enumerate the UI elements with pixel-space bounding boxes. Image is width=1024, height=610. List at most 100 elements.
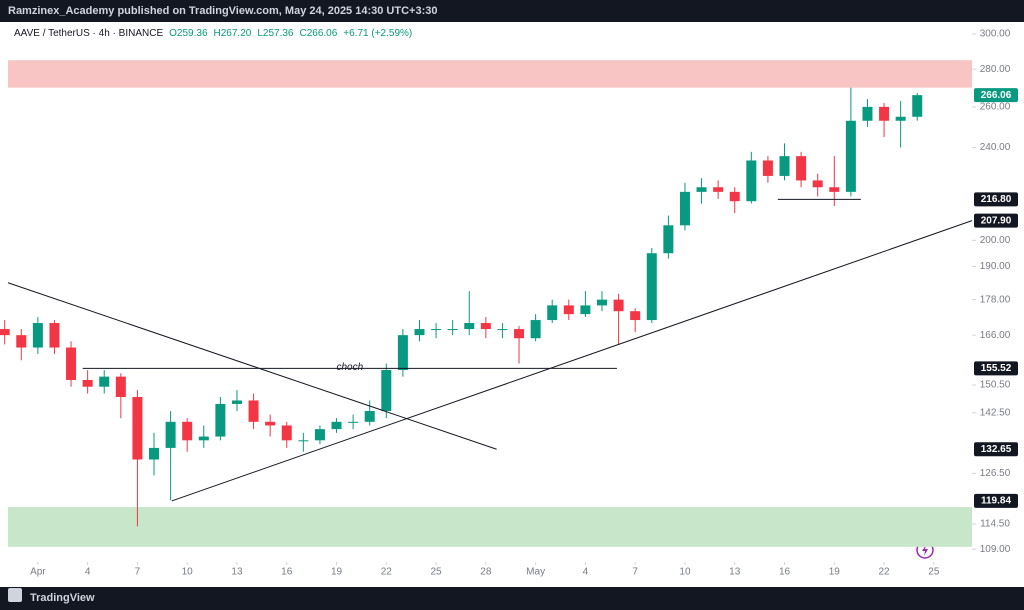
- price-label-box: [974, 361, 1018, 376]
- x-tick-label: 10: [182, 567, 194, 578]
- candle-body: [762, 160, 773, 176]
- y-tick-label: 142.50: [980, 407, 1011, 418]
- price-label-box: [974, 442, 1018, 457]
- candle-body: [231, 400, 242, 404]
- candle-body: [348, 421, 359, 423]
- y-tick-label: 260.00: [980, 102, 1011, 113]
- price-label-box: [974, 213, 1018, 228]
- y-tick-label: 109.00: [980, 544, 1011, 555]
- candle-body: [497, 329, 508, 331]
- trend-line: [171, 220, 973, 502]
- zone: [8, 507, 972, 547]
- candle-body: [514, 329, 525, 339]
- candle-body: [563, 305, 574, 315]
- candle-body: [895, 116, 906, 121]
- candle-body: [149, 447, 160, 460]
- candle-body: [729, 191, 740, 202]
- candle-body: [796, 156, 807, 181]
- candle-body: [663, 225, 674, 254]
- price-label-box: [974, 493, 1018, 508]
- trend-line: [7, 282, 497, 450]
- candle-body: [99, 376, 110, 387]
- price-label: 266.06: [981, 90, 1012, 101]
- candle-body: [16, 335, 27, 348]
- legend-value: H267.20: [213, 28, 252, 39]
- candle-body: [49, 323, 60, 348]
- zone: [8, 60, 972, 88]
- x-tick-label: 28: [480, 567, 492, 578]
- candle-body: [530, 320, 541, 339]
- candle-body: [215, 403, 226, 437]
- x-tick-label: 22: [381, 567, 393, 578]
- candle-body: [115, 376, 126, 397]
- y-tick-label: 150.50: [980, 380, 1011, 391]
- price-label: 216.80: [981, 194, 1012, 205]
- legend: AAVE / TetherUS · 4h · BINANCE O259.36 H2…: [14, 28, 412, 39]
- candle-body: [331, 421, 342, 430]
- legend-value: O259.36: [169, 28, 208, 39]
- candle-body: [431, 329, 442, 331]
- x-tick-label: 19: [331, 567, 343, 578]
- candle-body: [182, 421, 193, 441]
- legend-value: L257.36: [257, 28, 294, 39]
- x-tick-label: 25: [928, 567, 940, 578]
- candle-body: [82, 379, 93, 387]
- x-tick-label: 7: [135, 567, 141, 578]
- y-tick-label: 166.00: [980, 330, 1011, 341]
- price-label: 155.52: [981, 363, 1012, 374]
- x-tick-label: 10: [679, 567, 691, 578]
- x-tick-label: 7: [632, 567, 638, 578]
- candle-body: [464, 323, 475, 330]
- x-tick-label: 16: [779, 567, 791, 578]
- price-label-box: [974, 192, 1018, 207]
- candle-body: [630, 311, 641, 321]
- candle-body: [447, 329, 458, 331]
- x-tick-label: Apr: [30, 567, 46, 578]
- x-tick-label: 25: [431, 567, 443, 578]
- candle-body: [845, 120, 856, 192]
- x-tick-label: 13: [729, 567, 741, 578]
- candle-body: [32, 323, 43, 348]
- candle-body: [580, 305, 591, 315]
- y-tick-label: 126.50: [980, 468, 1011, 479]
- candle-body: [912, 95, 923, 117]
- x-tick-label: 19: [829, 567, 841, 578]
- candle-body: [298, 440, 309, 442]
- legend-value: C266.06: [299, 28, 338, 39]
- alert-icon-bolt: [922, 545, 928, 556]
- candle-body: [0, 329, 10, 336]
- candle-body: [746, 160, 757, 202]
- x-tick-label: 16: [281, 567, 293, 578]
- candle-body: [165, 421, 176, 448]
- candle-body: [596, 299, 607, 306]
- candle-body: [132, 396, 143, 460]
- logo: [8, 588, 22, 602]
- y-tick-label: 280.00: [980, 64, 1011, 75]
- candle-body: [646, 253, 657, 321]
- candle-body: [265, 421, 276, 426]
- y-tick-label: 114.50: [980, 519, 1010, 530]
- candle-body: [696, 187, 707, 192]
- x-tick-label: 4: [583, 567, 589, 578]
- candle-body: [713, 187, 724, 192]
- price-label-box: [974, 88, 1018, 103]
- symbol: AAVE / TetherUS · 4h · BINANCE: [14, 28, 164, 39]
- candle-body: [879, 106, 890, 121]
- candle-body: [862, 106, 873, 121]
- footer: TradingView: [30, 592, 95, 604]
- x-tick-label: May: [526, 567, 545, 578]
- candle-body: [812, 180, 823, 188]
- line-label: choch: [336, 362, 363, 373]
- y-tick-label: 200.00: [980, 235, 1011, 246]
- candle-body: [66, 347, 77, 380]
- candle-body: [779, 156, 790, 176]
- price-label: 119.84: [981, 496, 1011, 507]
- header: Ramzinex_Academy published on TradingVie…: [8, 5, 438, 17]
- candle-body: [397, 335, 408, 371]
- candle-body: [547, 305, 558, 321]
- candle-body: [829, 187, 840, 192]
- candle-body: [281, 425, 292, 441]
- legend-value: +6.71 (+2.59%): [343, 28, 413, 39]
